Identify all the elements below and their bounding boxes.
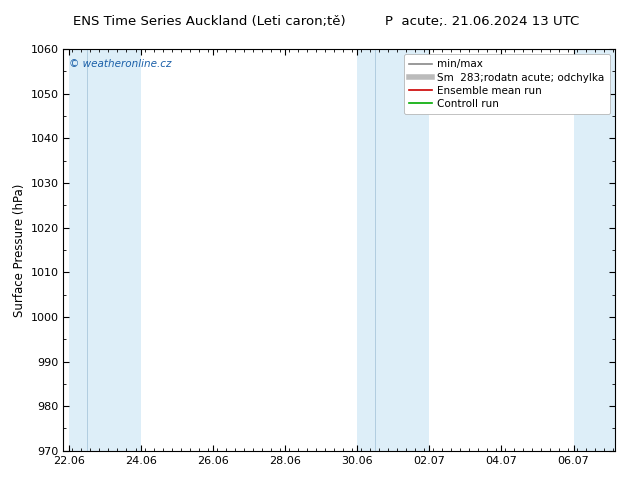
Bar <box>87 49 141 451</box>
Bar <box>357 49 375 451</box>
Text: ENS Time Series Auckland (Leti caron;tě): ENS Time Series Auckland (Leti caron;tě) <box>73 15 346 28</box>
Legend: min/max, Sm  283;rodatn acute; odchylka, Ensemble mean run, Controll run: min/max, Sm 283;rodatn acute; odchylka, … <box>404 54 610 114</box>
Y-axis label: Surface Pressure (hPa): Surface Pressure (hPa) <box>13 183 26 317</box>
Text: © weatheronline.cz: © weatheronline.cz <box>69 59 171 69</box>
Bar <box>69 49 87 451</box>
Text: P  acute;. 21.06.2024 13 UTC: P acute;. 21.06.2024 13 UTC <box>385 15 579 28</box>
Bar <box>375 49 429 451</box>
Bar <box>574 49 615 451</box>
